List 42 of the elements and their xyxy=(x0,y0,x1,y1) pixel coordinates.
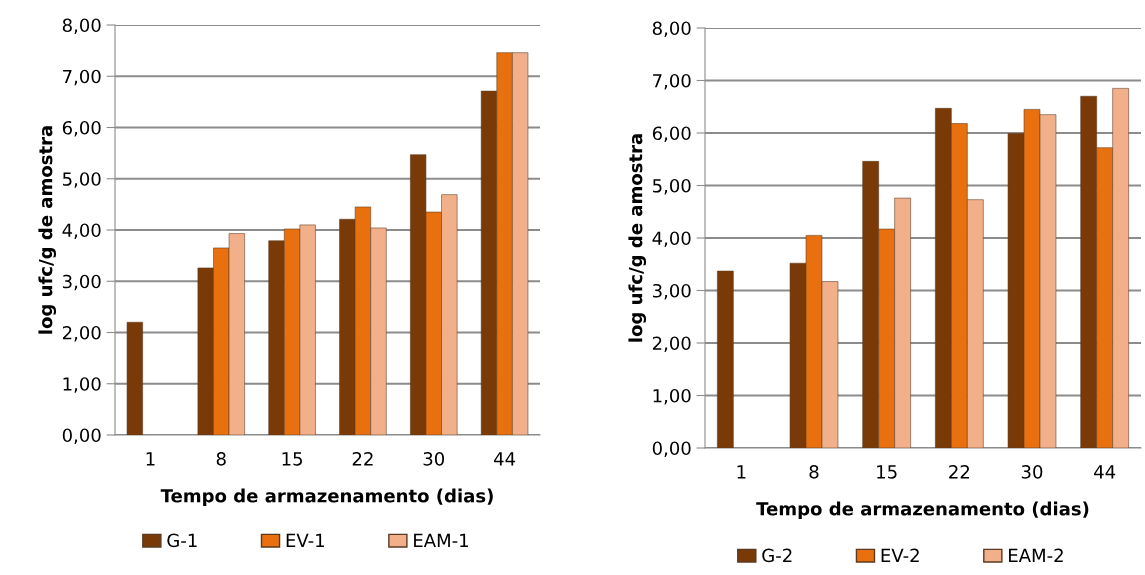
x-axis-title: Tempo de armazenamento (dias) xyxy=(160,488,493,507)
y-tick-label: 1,00 xyxy=(63,377,101,393)
x-tick-label: 15 xyxy=(282,452,302,466)
y-tick-label: 7,00 xyxy=(653,73,691,90)
y-tick-label: 4,00 xyxy=(62,223,101,239)
legend-label: EV-2 xyxy=(881,548,919,562)
y-tick-label: 2,00 xyxy=(652,336,691,352)
y-tick-label: 5,00 xyxy=(653,178,691,195)
x-tick-label: 30 xyxy=(423,451,445,466)
y-tick-label: 5,00 xyxy=(63,172,101,188)
y-tick-label: 2,00 xyxy=(62,325,101,342)
y-axis-title: log ufc/g de amostra xyxy=(38,126,57,334)
legend-label: EV-1 xyxy=(286,533,324,547)
y-tick-label: 7,00 xyxy=(63,69,101,86)
x-tick-label: 8 xyxy=(216,451,226,466)
y-tick-label: 0,00 xyxy=(62,428,101,444)
x-tick-label: 44 xyxy=(1094,465,1116,479)
x-tick-label: 1 xyxy=(737,465,746,479)
y-tick-label: 8,00 xyxy=(652,21,691,37)
x-tick-label: 8 xyxy=(809,464,819,479)
legend-label: G-2 xyxy=(762,548,792,563)
bar xyxy=(126,321,143,435)
x-tick-label: 22 xyxy=(949,464,970,479)
x-tick-label: 1 xyxy=(146,452,155,466)
y-tick-label: 0,00 xyxy=(652,441,691,457)
x-tick-label: 15 xyxy=(877,465,897,479)
y-tick-label: 1,00 xyxy=(653,388,691,405)
y-tick-label: 8,00 xyxy=(62,18,101,34)
y-tick-label: 6,00 xyxy=(652,126,691,142)
y-axis-title: log ufc/g de amostra xyxy=(628,134,647,342)
x-tick-label: 44 xyxy=(493,452,516,466)
y-tick-label: 3,00 xyxy=(652,283,691,300)
legend-label: EAM-2 xyxy=(1009,548,1063,562)
legend-label: G-1 xyxy=(167,533,197,548)
x-axis-title: Tempo de armazenamento (dias) xyxy=(756,501,1089,520)
bar xyxy=(717,270,734,448)
legend-label: EAM-1 xyxy=(414,533,468,547)
x-tick-label: 22 xyxy=(352,451,373,466)
x-tick-label: 30 xyxy=(1021,464,1043,479)
y-tick-label: 4,00 xyxy=(652,231,691,247)
y-tick-label: 6,00 xyxy=(62,120,101,137)
y-tick-label: 3,00 xyxy=(62,274,101,291)
